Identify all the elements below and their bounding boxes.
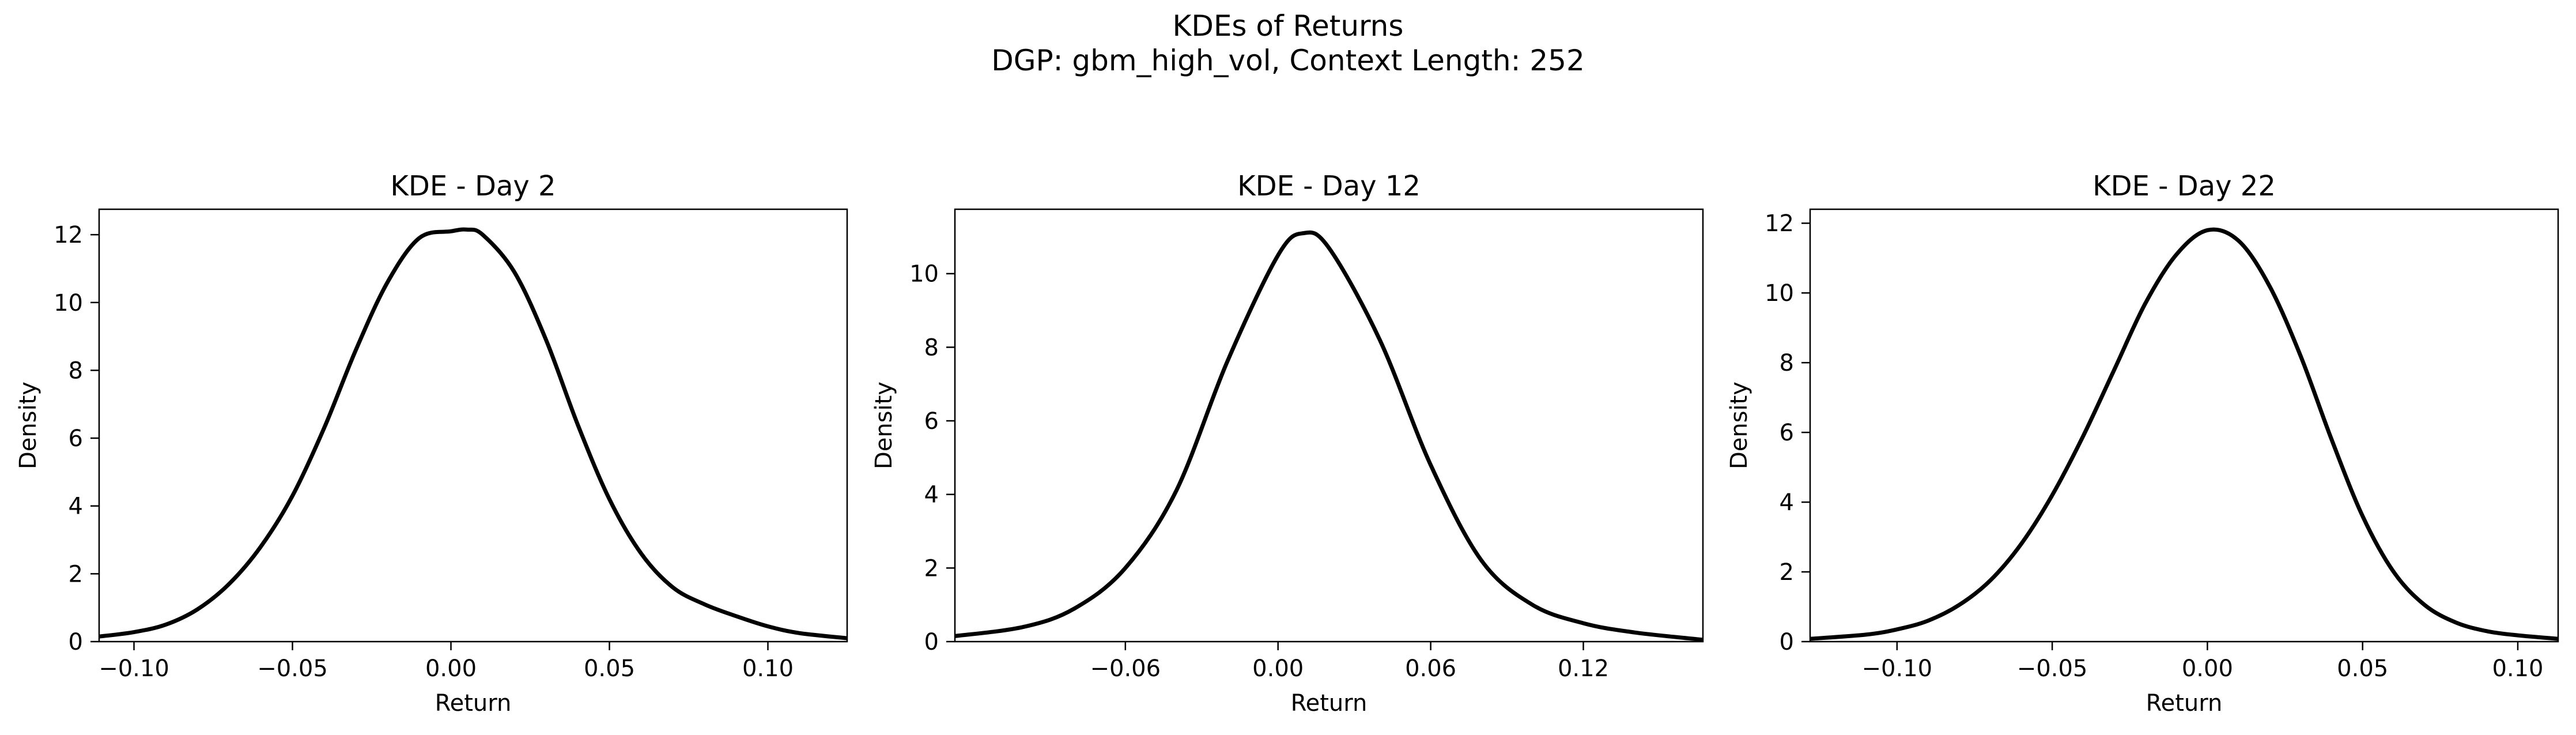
x-axis-label: Return — [2146, 690, 2223, 717]
x-tick-label: 0.10 — [2492, 655, 2543, 682]
x-axis-label: Return — [1291, 690, 1368, 717]
y-tick-label: 6 — [69, 425, 83, 452]
kde-panel: −0.06 0.00 0.06 0.12 0 2 4 6 8 10 KDE - Day 12 Retu… — [871, 170, 1704, 717]
y-tick-label: 8 — [924, 334, 939, 361]
axes-frame — [98, 208, 848, 643]
y-tick-label: 4 — [924, 482, 939, 508]
y-tick-label: 10 — [54, 290, 83, 316]
y-tick-label: 10 — [1765, 280, 1794, 307]
y-tick-label: 12 — [1765, 210, 1794, 237]
y-tick-label: 6 — [924, 408, 939, 435]
x-axis-label: Return — [435, 690, 512, 717]
x-tick-label: −0.10 — [1862, 655, 1933, 682]
y-tick-label: 8 — [1780, 350, 1794, 376]
y-tick-label: 12 — [54, 222, 83, 248]
subplot-title: KDE - Day 12 — [1237, 170, 1421, 202]
y-tick-label: 0 — [69, 629, 83, 655]
y-tick-label: 2 — [924, 555, 939, 582]
x-tick-label: −0.10 — [99, 655, 169, 682]
x-tick-label: −0.05 — [257, 655, 328, 682]
x-tick-label: −0.05 — [2017, 655, 2088, 682]
kde-line — [1810, 227, 2558, 641]
x-tick-label: 0.00 — [425, 655, 477, 682]
kde-line — [955, 230, 1703, 642]
suptitle-line2: DGP: gbm_high_vol, Context Length: 252 — [991, 44, 1585, 77]
y-tick-label: 2 — [69, 561, 83, 587]
x-tick-label: 0.05 — [584, 655, 635, 682]
x-tick-label: 0.05 — [2337, 655, 2388, 682]
axes-frame — [1809, 208, 2559, 643]
y-axis-label: Density — [1726, 382, 1752, 469]
y-tick-label: 0 — [1780, 629, 1794, 655]
subplot-title: KDE - Day 22 — [2092, 170, 2276, 202]
kde-line — [99, 227, 847, 640]
y-tick-label: 10 — [909, 261, 939, 288]
x-tick-label: 0.00 — [2182, 655, 2233, 682]
y-tick-label: 6 — [1780, 420, 1794, 446]
x-tick-label: 0.10 — [742, 655, 794, 682]
y-tick-label: 0 — [924, 629, 939, 655]
y-tick-label: 2 — [1780, 559, 1794, 586]
x-tick-label: 0.06 — [1405, 655, 1456, 682]
axes-frame — [954, 208, 1704, 643]
y-axis-label: Density — [15, 382, 41, 469]
x-tick-label: 0.12 — [1558, 655, 1609, 682]
y-tick-label: 4 — [1780, 489, 1794, 516]
subplot-title: KDE - Day 2 — [390, 170, 556, 202]
kde-panel: −0.10 −0.05 0.00 0.05 0.10 0 2 4 6 8 10 12 KDE - Day… — [15, 170, 848, 717]
x-tick-label: −0.06 — [1090, 655, 1161, 682]
suptitle-line1: KDEs of Returns — [1173, 9, 1404, 43]
kde-panel: −0.10 −0.05 0.00 0.05 0.10 0 2 4 6 8 10 12 KDE - Day… — [1726, 170, 2559, 717]
x-tick-label: 0.00 — [1252, 655, 1304, 682]
y-tick-label: 4 — [69, 493, 83, 520]
y-axis-label: Density — [871, 382, 897, 469]
y-tick-label: 8 — [69, 357, 83, 384]
